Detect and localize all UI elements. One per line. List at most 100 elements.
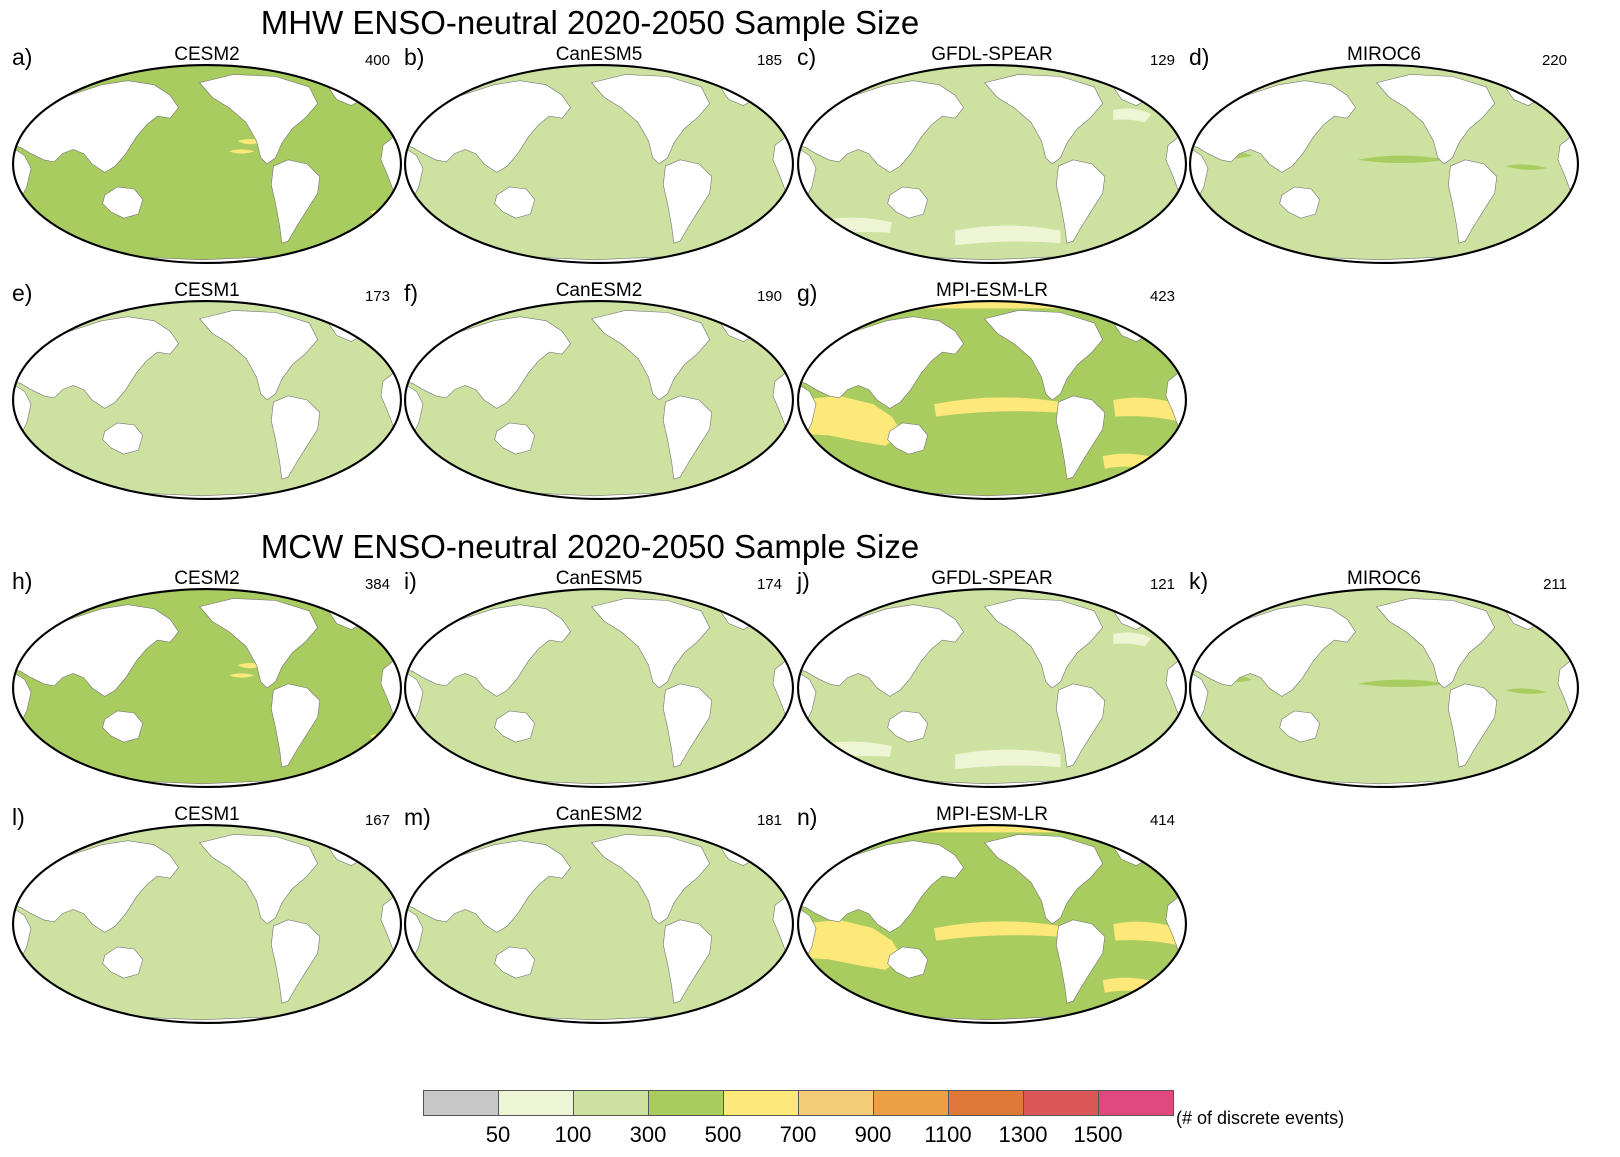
value-region [1113, 108, 1152, 123]
value-region [229, 149, 255, 154]
world-map [11, 63, 402, 264]
colorbar-cell [723, 1090, 799, 1116]
world-map [1189, 63, 1579, 264]
value-region [934, 921, 1061, 941]
map-border [797, 588, 1187, 788]
landmass [199, 74, 319, 165]
colorbar-cell [423, 1090, 499, 1116]
panel-letter: e) [12, 280, 33, 306]
panel-sample-count: 121 [1149, 576, 1175, 593]
value-region [1113, 632, 1152, 647]
map-panel-d: d) MIROC6 220 [1189, 44, 1579, 264]
panel-model-name: CESM1 [174, 804, 240, 825]
map-panel-a: a) CESM2 400 [11, 44, 402, 264]
panel-letter: l) [12, 804, 25, 830]
landmass [591, 598, 711, 689]
panel-model-name: CanESM5 [555, 568, 643, 589]
landmass [102, 186, 144, 219]
map-border [1189, 588, 1579, 788]
colorbar-cell [498, 1090, 574, 1116]
map-border [404, 588, 794, 788]
landmass [984, 74, 1104, 165]
value-region [1505, 164, 1548, 170]
map-panel-i: i) CanESM5 174 [404, 568, 794, 788]
colorbar-cell [648, 1090, 724, 1116]
mhw-section-title: MHW ENSO-neutral 2020-2050 Sample Size [260, 4, 920, 41]
colorbar-tick-label: 1100 [924, 1122, 972, 1147]
colorbar-label: (# of discrete events) [1176, 1108, 1345, 1128]
landmass [1279, 186, 1321, 219]
panel-model-name: MIROC6 [1347, 568, 1421, 589]
colorbar-tick-label: 900 [854, 1122, 892, 1147]
panel-letter: g) [797, 280, 818, 306]
landmass [887, 946, 929, 979]
world-map [404, 824, 794, 1024]
value-region [798, 395, 903, 446]
landmass [662, 395, 713, 480]
colorbar-cell [1098, 1090, 1174, 1116]
landmass [591, 834, 711, 925]
landmass [591, 310, 711, 401]
panel-sample-count: 185 [756, 52, 782, 69]
map-panel-m: m) CanESM2 181 [404, 804, 794, 1024]
value-region [1113, 921, 1179, 945]
world-map [11, 588, 402, 788]
panel-model-name: MPI-ESM-LR [936, 280, 1048, 301]
map-panel-b: b) CanESM5 185 [404, 44, 794, 264]
world-map [404, 300, 794, 500]
landmass [199, 310, 319, 401]
colorbar-cell [573, 1090, 649, 1116]
colorbar-cell [798, 1090, 874, 1116]
map-border [797, 63, 1187, 264]
colorbar-cell [948, 1090, 1024, 1116]
map-panel-e: e) CESM1 173 [11, 280, 402, 500]
map-border [1189, 63, 1579, 264]
landmass [662, 159, 713, 244]
panel-sample-count: 174 [756, 576, 782, 593]
colorbar-tick-label: 1300 [998, 1122, 1048, 1147]
panel-model-name: MPI-ESM-LR [936, 804, 1048, 825]
value-region [955, 225, 1061, 246]
colorbar-tick-label: 700 [779, 1122, 817, 1147]
map-border [797, 300, 1187, 500]
value-region [229, 673, 255, 678]
panel-letter: h) [12, 568, 33, 594]
mcw-section-title: MCW ENSO-neutral 2020-2050 Sample Size [260, 528, 920, 565]
panel-model-name: MIROC6 [1347, 44, 1421, 65]
panel-model-name: CESM2 [174, 568, 240, 589]
landmass [494, 710, 536, 743]
panel-letter: n) [797, 804, 818, 830]
landmass [494, 186, 536, 219]
world-map [1189, 588, 1579, 788]
landmass [984, 310, 1104, 401]
colorbar-tick-label: 300 [629, 1122, 667, 1147]
map-border [404, 300, 794, 500]
landmass [102, 710, 144, 743]
map-border [11, 300, 402, 500]
landmass [887, 186, 929, 219]
world-map [11, 824, 402, 1024]
panel-model-name: CanESM5 [555, 44, 643, 65]
map-panel-j: j) GFDL-SPEAR 121 [797, 568, 1187, 788]
map-panel-n: n) MPI-ESM-LR 414 [797, 804, 1187, 1024]
panel-model-name: GFDL-SPEAR [931, 44, 1053, 65]
landmass [1447, 159, 1498, 244]
landmass [270, 919, 321, 1004]
panel-sample-count: 190 [756, 288, 782, 305]
panel-sample-count: 423 [1149, 288, 1175, 305]
world-map [797, 300, 1187, 500]
world-map [11, 300, 402, 500]
landmass [270, 683, 321, 768]
panel-sample-count: 167 [364, 812, 390, 829]
panel-model-name: CESM1 [174, 280, 240, 301]
map-panel-f: f) CanESM2 190 [404, 280, 794, 500]
landmass [591, 74, 711, 165]
value-region [1357, 155, 1448, 163]
landmass [494, 422, 536, 455]
world-map [797, 588, 1187, 788]
value-region [798, 919, 903, 970]
landmass [984, 598, 1104, 689]
landmass [102, 946, 144, 979]
colorbar-tick-label: 100 [554, 1122, 592, 1147]
panel-sample-count: 129 [1149, 52, 1175, 69]
